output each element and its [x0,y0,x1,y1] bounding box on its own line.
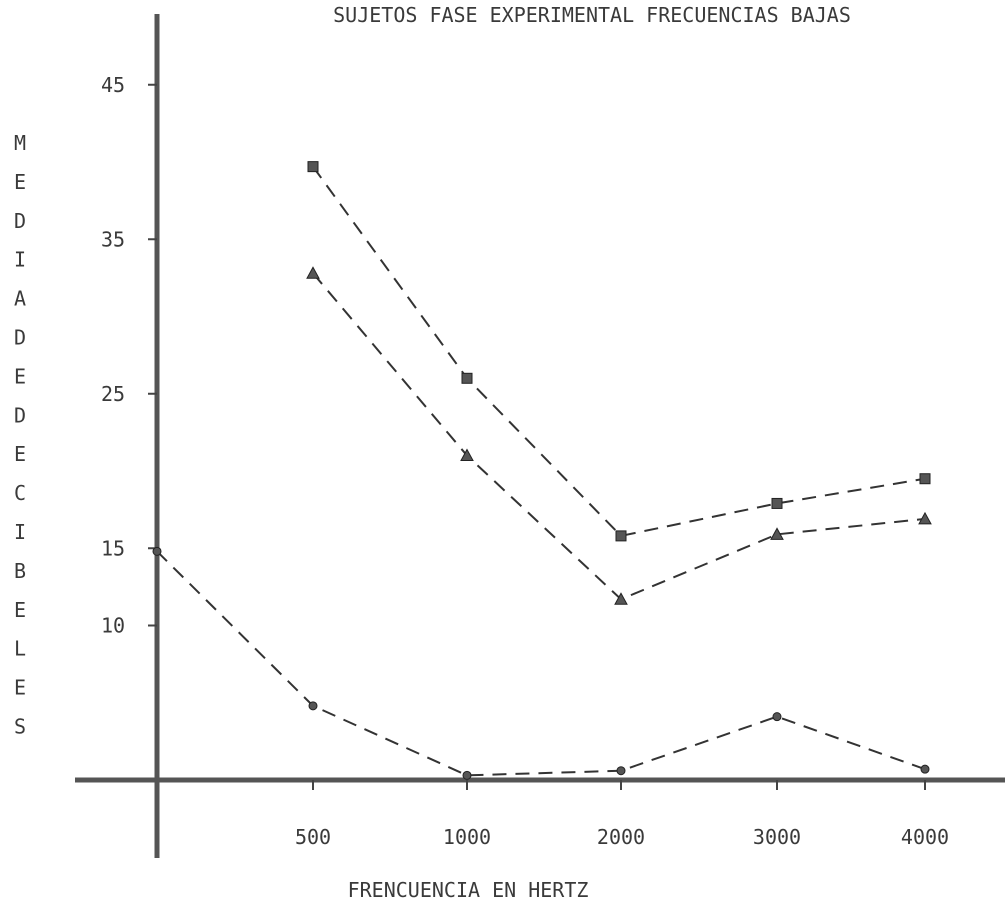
data-point-triangle [614,592,628,605]
x-tick-label: 3000 [753,825,801,849]
y-axis-label-letter: B [14,559,26,583]
data-point-circle [772,712,782,722]
y-axis-label-letter: E [14,364,26,388]
y-axis-label-letter: I [14,520,26,544]
y-axis-label-letter: E [14,598,26,622]
data-point-circle [152,546,162,556]
x-tick-label: 1000 [443,825,491,849]
data-point-circle [920,764,930,774]
y-axis-label-letter: E [14,676,26,700]
y-tick-label: 45 [101,73,125,97]
data-point-square [615,530,627,542]
y-axis-label-letter: D [14,209,26,233]
y-tick-label: 15 [101,536,125,560]
data-point-triangle [918,511,932,525]
y-axis-label-letter: L [14,637,26,661]
data-point-square [771,497,783,509]
y-axis-label-letter: D [14,326,26,350]
y-ticks: 45 35 25 15 10 [101,73,157,638]
series-line [156,550,926,777]
series-group [152,161,932,780]
y-axis-label-letter: A [14,287,26,311]
y-axis-label-letter: E [14,442,26,466]
x-tick-label: 4000 [901,825,949,849]
series-line [312,272,926,601]
data-point-triangle [460,448,474,462]
data-point-square [919,473,931,485]
data-point-triangle [306,266,320,279]
chart-title: SUJETOS FASE EXPERIMENTAL FRECUENCIAS BA… [333,3,851,27]
y-tick-label: 35 [101,227,125,251]
x-tick-label: 2000 [597,825,645,849]
y-axis-label-letter: S [14,715,26,739]
data-point-circle [462,770,472,780]
y-axis-label-letter: M [14,131,26,155]
data-point-circle [308,701,318,711]
y-axis-label-letter: C [14,481,26,505]
x-axis-label: FRENCUENCIA EN HERTZ [348,878,589,902]
y-tick-label: 25 [101,382,125,406]
series-circle [152,546,930,780]
y-axis-label-letter: D [14,403,26,427]
y-tick-label: 10 [101,614,125,638]
data-point-circle [616,766,626,776]
x-ticks: 500 1000 2000 3000 4000 [295,780,949,849]
y-axis-label-letter: E [14,170,26,194]
data-point-triangle [770,527,784,540]
series-triangle [306,266,932,605]
series-line [312,166,926,537]
data-point-square [307,161,319,173]
series-square [307,161,931,542]
x-tick-label: 500 [295,825,331,849]
y-axis-label-letter: I [14,248,26,272]
data-point-square [461,372,473,384]
